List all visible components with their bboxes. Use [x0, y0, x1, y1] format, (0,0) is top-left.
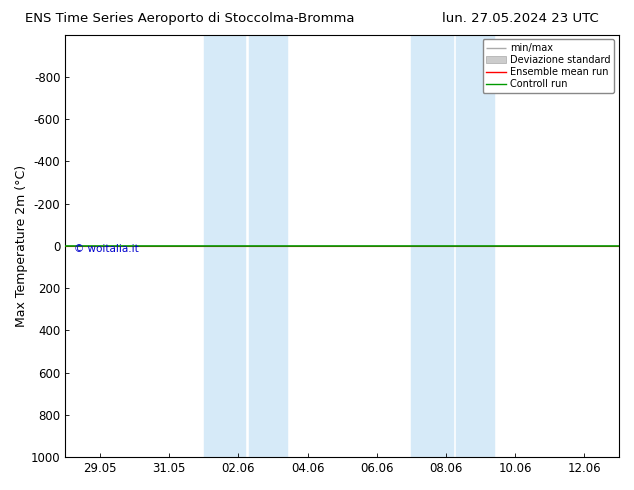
Y-axis label: Max Temperature 2m (°C): Max Temperature 2m (°C) — [15, 165, 28, 327]
Legend: min/max, Deviazione standard, Ensemble mean run, Controll run: min/max, Deviazione standard, Ensemble m… — [482, 40, 614, 93]
Text: © woitalia.it: © woitalia.it — [74, 244, 138, 254]
Bar — [204, 35, 245, 457]
Text: lun. 27.05.2024 23 UTC: lun. 27.05.2024 23 UTC — [441, 12, 598, 25]
Bar — [249, 35, 287, 457]
Bar — [411, 35, 453, 457]
Bar — [456, 35, 495, 457]
Text: ENS Time Series Aeroporto di Stoccolma-Bromma: ENS Time Series Aeroporto di Stoccolma-B… — [25, 12, 355, 25]
